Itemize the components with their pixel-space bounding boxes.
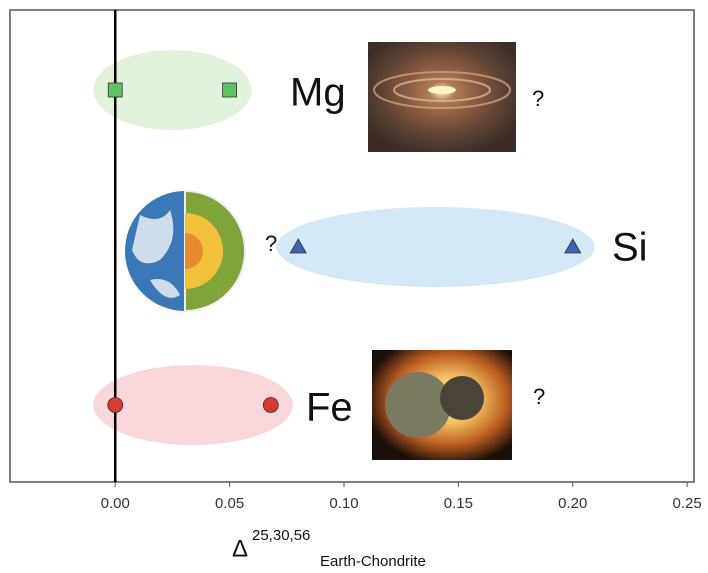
point (262, 397, 279, 413)
x-tick-label: 0.25 (673, 495, 702, 512)
question-mark: ? (532, 86, 544, 111)
series-label: Mg (290, 71, 346, 115)
x-tick-label: 0.05 (215, 495, 244, 512)
disk-illustration (368, 42, 516, 152)
x-tick-label: 0.20 (558, 495, 587, 512)
x-axis-symbol: Δ (232, 535, 248, 562)
x-axis-superscript: 25,30,56 (252, 527, 310, 544)
range-band (276, 207, 595, 287)
point (222, 82, 238, 98)
series-label: Si (612, 226, 648, 270)
x-tick-label: 0.10 (329, 495, 358, 512)
point (107, 397, 124, 413)
point (564, 238, 582, 254)
range-band (93, 50, 252, 130)
point (289, 238, 307, 254)
series-label: Fe (306, 386, 353, 430)
point (107, 82, 123, 98)
x-axis-subscript: Earth-Chondrite (320, 553, 426, 570)
range-band (93, 365, 293, 445)
earth-illustration (125, 189, 246, 313)
x-tick-label: 0.00 (101, 495, 130, 512)
question-mark: ? (533, 384, 545, 409)
x-tick-label: 0.15 (444, 495, 473, 512)
impact-illustration (372, 350, 512, 460)
question-mark: ? (265, 231, 277, 256)
